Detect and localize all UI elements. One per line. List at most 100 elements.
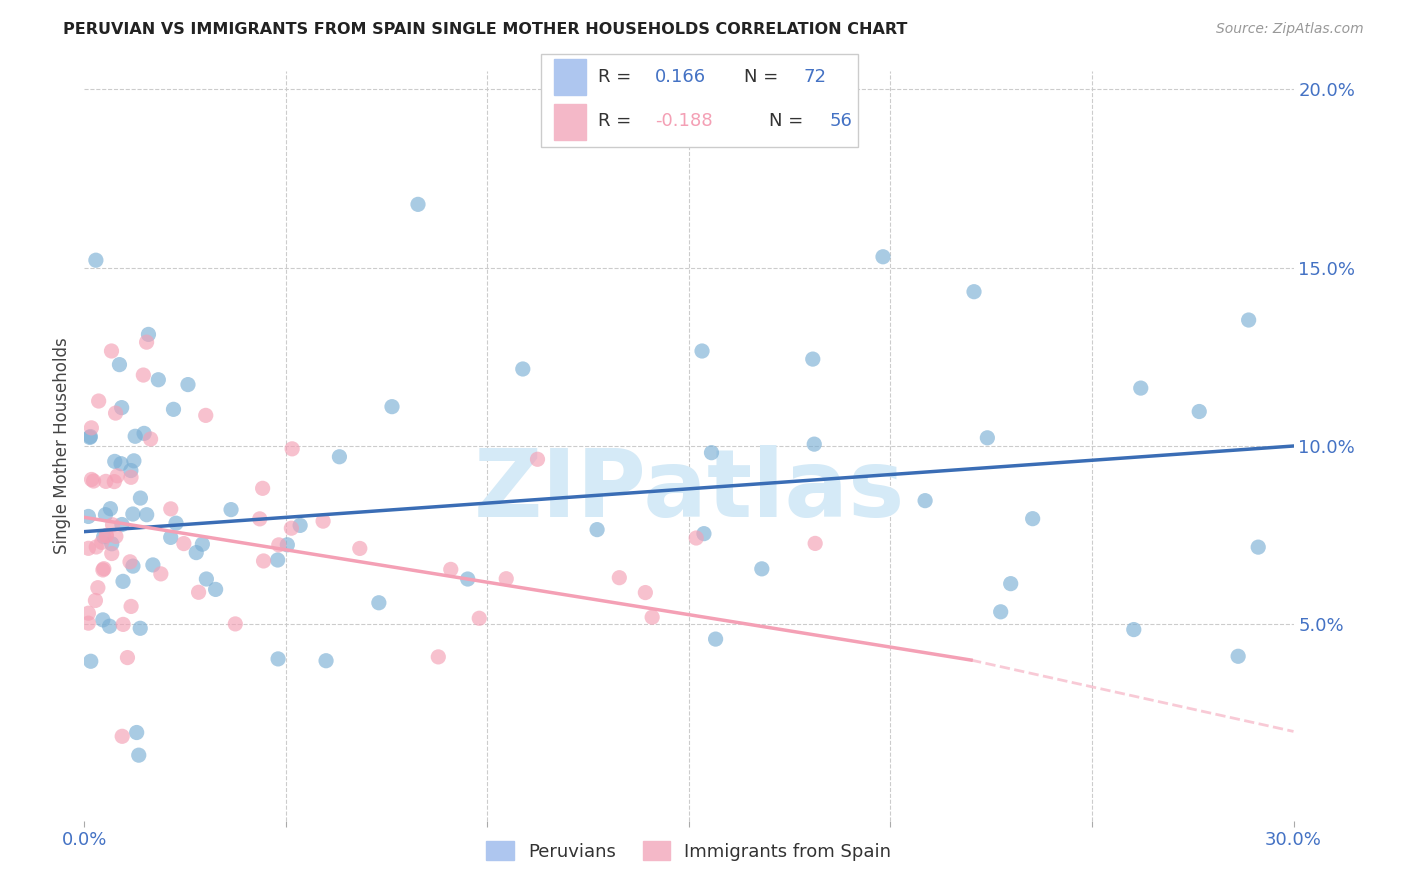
Point — [77, 616, 100, 631]
Point — [121, 507, 143, 521]
Point — [84, 540, 107, 554]
Point — [80, 654, 103, 668]
Point — [100, 537, 122, 551]
Point — [457, 572, 479, 586]
Point — [1237, 313, 1260, 327]
Point — [315, 654, 337, 668]
Point — [267, 652, 290, 666]
Point — [252, 481, 274, 495]
Point — [104, 529, 127, 543]
Point — [159, 530, 181, 544]
Point — [129, 491, 152, 505]
Point — [111, 574, 134, 589]
Text: N =: N = — [744, 69, 783, 87]
Text: ZIPatlas: ZIPatlas — [474, 445, 904, 537]
Point — [111, 401, 134, 415]
Point — [252, 554, 274, 568]
Text: 56: 56 — [830, 112, 852, 130]
Point — [91, 563, 114, 577]
Point — [173, 536, 195, 550]
Point — [90, 535, 112, 549]
Point — [122, 559, 145, 574]
Point — [349, 541, 371, 556]
Point — [976, 431, 998, 445]
Point — [607, 571, 630, 585]
Point — [512, 362, 534, 376]
Point — [312, 514, 335, 528]
Bar — [554, 59, 586, 95]
Point — [495, 572, 517, 586]
Text: N =: N = — [769, 112, 808, 130]
Point — [91, 613, 114, 627]
Text: R =: R = — [599, 112, 637, 130]
Point — [77, 509, 100, 524]
Point — [406, 197, 429, 211]
Point — [276, 538, 298, 552]
Point — [129, 621, 152, 635]
Point — [165, 516, 187, 531]
FancyBboxPatch shape — [541, 54, 858, 147]
Point — [111, 517, 134, 532]
Point — [381, 400, 404, 414]
Point — [142, 558, 165, 572]
Point — [80, 473, 103, 487]
Point — [101, 517, 124, 532]
Point — [128, 748, 150, 763]
Point — [187, 585, 209, 599]
Point — [110, 457, 132, 471]
Point — [98, 619, 121, 633]
Point — [120, 464, 142, 478]
Point — [693, 526, 716, 541]
Y-axis label: Single Mother Households: Single Mother Households — [53, 338, 72, 554]
Point — [963, 285, 986, 299]
Point — [690, 344, 713, 359]
Point — [93, 530, 115, 544]
Point — [440, 562, 463, 576]
Point — [100, 501, 122, 516]
Point — [634, 585, 657, 599]
Point — [224, 616, 246, 631]
Point — [328, 450, 350, 464]
Point — [108, 358, 131, 372]
Point — [79, 429, 101, 443]
Point — [118, 555, 141, 569]
Point — [104, 454, 127, 468]
Point — [105, 468, 128, 483]
Bar — [554, 104, 586, 140]
Point — [641, 610, 664, 624]
Point — [267, 553, 290, 567]
Point — [100, 343, 122, 358]
Point — [280, 521, 302, 535]
Point — [1188, 404, 1211, 418]
Point — [94, 508, 117, 522]
Point — [124, 429, 146, 443]
Point — [96, 529, 118, 543]
Point — [267, 538, 290, 552]
Point — [195, 572, 218, 586]
Point — [132, 368, 155, 382]
Point — [132, 426, 155, 441]
Point — [177, 377, 200, 392]
Point — [138, 327, 160, 342]
Point — [77, 541, 100, 556]
Point — [139, 432, 162, 446]
Point — [122, 454, 145, 468]
Legend: Peruvians, Immigrants from Spain: Peruvians, Immigrants from Spain — [479, 833, 898, 868]
Point — [162, 402, 184, 417]
Point — [117, 650, 139, 665]
Point — [249, 512, 271, 526]
Point — [872, 250, 894, 264]
Point — [104, 406, 127, 420]
Text: PERUVIAN VS IMMIGRANTS FROM SPAIN SINGLE MOTHER HOUSEHOLDS CORRELATION CHART: PERUVIAN VS IMMIGRANTS FROM SPAIN SINGLE… — [63, 22, 908, 37]
Point — [801, 352, 824, 367]
Point — [219, 502, 242, 516]
Point — [1227, 649, 1250, 664]
Point — [87, 394, 110, 409]
Point — [751, 562, 773, 576]
Point — [204, 582, 226, 597]
Point — [135, 508, 157, 522]
Text: 0.166: 0.166 — [655, 69, 706, 87]
Point — [685, 531, 707, 545]
Point — [194, 409, 217, 423]
Point — [93, 562, 115, 576]
